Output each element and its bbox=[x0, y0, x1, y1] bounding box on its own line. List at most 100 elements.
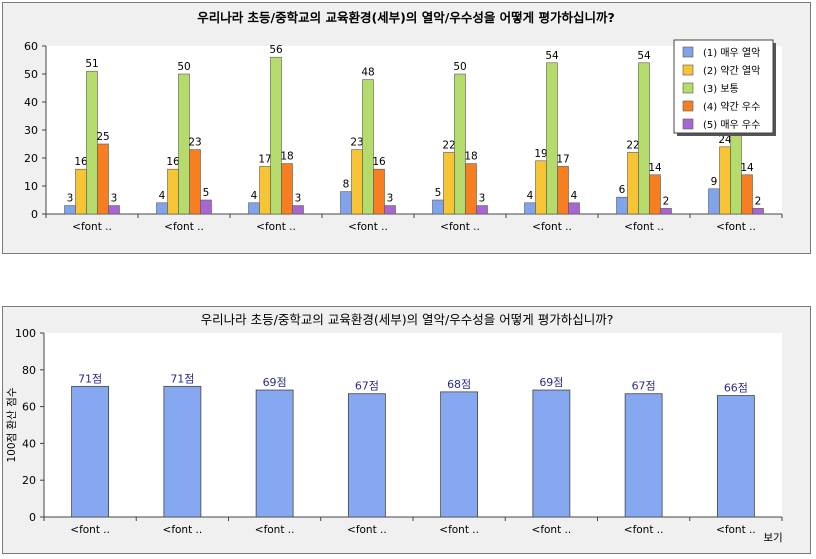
data-label: 4 bbox=[159, 190, 166, 202]
y-tick-label: 10 bbox=[24, 180, 38, 193]
data-label: 22 bbox=[442, 139, 455, 151]
x-tick-label: <font .. bbox=[716, 221, 756, 233]
data-label: 3 bbox=[387, 193, 394, 205]
legend-swatch bbox=[682, 100, 694, 112]
bar bbox=[248, 202, 260, 215]
data-label: 14 bbox=[740, 162, 754, 174]
data-label: 3 bbox=[295, 193, 302, 205]
bar bbox=[384, 205, 396, 215]
y-tick-label: 60 bbox=[24, 40, 38, 53]
data-label: 16 bbox=[74, 156, 88, 168]
x-tick-label: <font .. bbox=[256, 221, 296, 233]
chart-title: 우리나라 초등/중학교의 교육환경(세부)의 열악/우수성을 어떻게 평가하십니… bbox=[201, 312, 614, 327]
legend-label: (1) 매우 열악 bbox=[703, 47, 760, 59]
data-label: 56 bbox=[269, 44, 283, 56]
x-tick-label: <font .. bbox=[348, 221, 388, 233]
bar bbox=[476, 205, 488, 215]
y-tick-label: 20 bbox=[22, 474, 36, 487]
bar bbox=[568, 202, 580, 215]
y-tick-label: 60 bbox=[22, 401, 36, 414]
x-tick-label: <font .. bbox=[72, 221, 112, 233]
data-label: 51 bbox=[85, 58, 98, 70]
data-label: 54 bbox=[545, 50, 559, 62]
bar bbox=[167, 168, 179, 215]
bar bbox=[189, 149, 201, 215]
plot-area bbox=[46, 46, 782, 214]
legend-label: (2) 약간 열악 bbox=[703, 65, 760, 77]
data-label: 67점 bbox=[355, 380, 379, 393]
data-label: 23 bbox=[350, 137, 363, 149]
score-bar-chart: 우리나라 초등/중학교의 교육환경(세부)의 열악/우수성을 어떻게 평가하십니… bbox=[6, 312, 783, 544]
bar bbox=[638, 62, 650, 215]
bar bbox=[557, 166, 569, 215]
data-label: 66점 bbox=[724, 382, 748, 395]
score-bar-chart-panel: 우리나라 초등/중학교의 교육환경(세부)의 열악/우수성을 어떻게 평가하십니… bbox=[2, 306, 811, 554]
grouped-bar-chart-panel: 우리나라 초등/중학교의 교육환경(세부)의 열악/우수성을 어떻게 평가하십니… bbox=[2, 2, 811, 254]
y-tick-label: 100 bbox=[15, 327, 36, 340]
bar bbox=[108, 205, 120, 215]
bar bbox=[281, 163, 293, 215]
bar bbox=[660, 208, 672, 215]
legend-label: (5) 매우 우수 bbox=[703, 119, 760, 131]
data-label: 68점 bbox=[447, 378, 471, 391]
x-tick-label: <font .. bbox=[440, 221, 480, 233]
x-tick-label: <font .. bbox=[255, 524, 295, 536]
data-label: 50 bbox=[177, 61, 190, 73]
data-label: 5 bbox=[203, 187, 210, 199]
bar bbox=[200, 199, 212, 215]
data-label: 19 bbox=[534, 148, 547, 160]
legend-swatch bbox=[682, 64, 694, 76]
y-tick-label: 30 bbox=[24, 124, 38, 137]
data-label: 14 bbox=[648, 162, 662, 174]
bar bbox=[373, 168, 385, 215]
chart-title: 우리나라 초등/중학교의 교육환경(세부)의 열악/우수성을 어떻게 평가하십니… bbox=[197, 10, 615, 25]
bar bbox=[616, 196, 628, 215]
plot-area bbox=[44, 333, 782, 517]
x-tick-label: <font .. bbox=[163, 524, 203, 536]
bar bbox=[86, 70, 98, 215]
data-label: 2 bbox=[663, 195, 670, 207]
data-label: 17 bbox=[258, 153, 271, 165]
data-label: 3 bbox=[479, 193, 486, 205]
data-label: 69점 bbox=[539, 376, 563, 389]
bar bbox=[532, 389, 571, 518]
bar bbox=[255, 389, 294, 518]
grouped-bar-chart: 우리나라 초등/중학교의 교육환경(세부)의 열악/우수성을 어떻게 평가하십니… bbox=[24, 10, 783, 233]
bar bbox=[71, 385, 110, 518]
x-tick-label: <font .. bbox=[439, 524, 479, 536]
data-label: 17 bbox=[556, 153, 569, 165]
x-tick-label: <font .. bbox=[624, 221, 664, 233]
data-label: 48 bbox=[361, 67, 374, 79]
data-label: 18 bbox=[464, 151, 477, 163]
bar bbox=[75, 168, 87, 215]
data-label: 2 bbox=[755, 195, 762, 207]
bar bbox=[351, 149, 363, 215]
data-label: 69점 bbox=[263, 376, 287, 389]
bar bbox=[178, 73, 190, 215]
y-tick-label: 20 bbox=[24, 152, 38, 165]
bar bbox=[535, 160, 547, 215]
y-tick-label: 0 bbox=[29, 511, 36, 524]
bar bbox=[270, 56, 282, 215]
legend-swatch bbox=[682, 118, 694, 130]
bar bbox=[347, 393, 386, 518]
data-label: 22 bbox=[626, 139, 639, 151]
bar bbox=[163, 385, 202, 518]
data-label: 18 bbox=[280, 151, 293, 163]
data-label: 8 bbox=[343, 179, 350, 191]
bar bbox=[340, 191, 352, 215]
y-axis-label: 100점 환산 점수 bbox=[6, 387, 18, 462]
x-tick-label: <font .. bbox=[347, 524, 387, 536]
bar bbox=[649, 174, 661, 215]
bar bbox=[741, 174, 753, 215]
bar bbox=[708, 188, 720, 215]
bar bbox=[440, 391, 479, 518]
legend-label: (3) 보통 bbox=[703, 83, 739, 95]
legend-label: (4) 약간 우수 bbox=[703, 101, 760, 113]
data-label: 16 bbox=[372, 156, 386, 168]
bar bbox=[624, 393, 663, 518]
bar bbox=[156, 202, 168, 215]
legend-swatch bbox=[682, 46, 694, 58]
data-label: 71점 bbox=[78, 372, 102, 385]
data-label: 67점 bbox=[632, 380, 656, 393]
